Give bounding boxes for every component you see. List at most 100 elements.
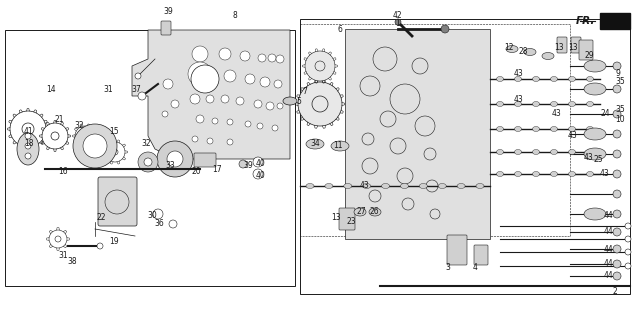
- Ellipse shape: [568, 171, 575, 176]
- Text: 35: 35: [615, 105, 625, 113]
- Ellipse shape: [306, 183, 314, 188]
- Text: 18: 18: [24, 139, 34, 149]
- Ellipse shape: [369, 208, 381, 216]
- Text: 1: 1: [396, 19, 401, 28]
- Circle shape: [190, 94, 200, 104]
- Text: 8: 8: [232, 12, 237, 20]
- Text: 44: 44: [603, 272, 613, 280]
- Ellipse shape: [497, 127, 504, 132]
- Circle shape: [49, 230, 67, 248]
- Circle shape: [138, 92, 146, 100]
- Text: 9: 9: [616, 69, 620, 78]
- Circle shape: [236, 97, 244, 105]
- Text: 44: 44: [603, 259, 613, 268]
- Circle shape: [258, 54, 266, 62]
- Circle shape: [25, 153, 31, 159]
- Text: 30: 30: [147, 210, 157, 219]
- Ellipse shape: [438, 183, 446, 188]
- Text: FR.: FR.: [575, 16, 595, 26]
- Circle shape: [253, 169, 263, 179]
- Circle shape: [163, 79, 173, 89]
- Polygon shape: [600, 13, 630, 29]
- Ellipse shape: [497, 77, 504, 82]
- Text: 20: 20: [191, 167, 201, 176]
- Circle shape: [245, 74, 255, 84]
- Circle shape: [625, 223, 631, 229]
- Circle shape: [277, 103, 283, 109]
- Ellipse shape: [584, 128, 606, 140]
- Circle shape: [212, 118, 218, 124]
- Ellipse shape: [344, 183, 352, 188]
- Text: 27: 27: [356, 208, 366, 216]
- Text: 13: 13: [331, 213, 341, 221]
- Text: 13: 13: [568, 42, 578, 51]
- Ellipse shape: [381, 183, 390, 188]
- Text: 10: 10: [615, 115, 625, 123]
- Circle shape: [276, 55, 284, 63]
- Text: 33: 33: [165, 161, 175, 171]
- Circle shape: [613, 260, 621, 268]
- Circle shape: [613, 210, 621, 218]
- Circle shape: [196, 115, 204, 123]
- Ellipse shape: [515, 171, 522, 176]
- Text: 3: 3: [445, 263, 451, 272]
- Ellipse shape: [515, 149, 522, 154]
- Ellipse shape: [550, 171, 557, 176]
- Circle shape: [272, 125, 278, 131]
- Circle shape: [162, 111, 168, 117]
- Ellipse shape: [532, 127, 540, 132]
- Text: 31: 31: [103, 84, 113, 94]
- Text: 43: 43: [360, 181, 370, 191]
- Circle shape: [239, 160, 247, 168]
- Ellipse shape: [586, 171, 593, 176]
- Circle shape: [613, 228, 621, 236]
- Text: 41: 41: [23, 127, 33, 137]
- Circle shape: [192, 136, 198, 142]
- Ellipse shape: [524, 48, 536, 56]
- Circle shape: [83, 134, 107, 158]
- Circle shape: [625, 249, 631, 255]
- Text: 44: 44: [603, 245, 613, 253]
- Ellipse shape: [354, 208, 366, 216]
- FancyBboxPatch shape: [194, 153, 216, 167]
- Ellipse shape: [586, 77, 593, 82]
- Text: 43: 43: [514, 69, 524, 78]
- Ellipse shape: [17, 133, 39, 165]
- Circle shape: [25, 143, 31, 149]
- Circle shape: [135, 73, 141, 79]
- Ellipse shape: [532, 101, 540, 106]
- Text: 28: 28: [518, 46, 528, 56]
- Ellipse shape: [331, 141, 349, 151]
- Circle shape: [254, 100, 262, 108]
- Circle shape: [105, 142, 125, 162]
- Circle shape: [298, 82, 342, 126]
- Text: 39: 39: [163, 8, 173, 17]
- Ellipse shape: [586, 149, 593, 154]
- Ellipse shape: [568, 101, 575, 106]
- Text: 32: 32: [141, 139, 151, 149]
- Circle shape: [625, 236, 631, 242]
- Ellipse shape: [550, 77, 557, 82]
- Circle shape: [613, 190, 621, 198]
- Circle shape: [219, 48, 231, 60]
- Circle shape: [221, 95, 229, 103]
- Ellipse shape: [584, 60, 606, 72]
- Text: 36: 36: [154, 219, 164, 229]
- FancyBboxPatch shape: [571, 37, 581, 53]
- Text: 24: 24: [600, 110, 610, 118]
- Ellipse shape: [568, 77, 575, 82]
- Circle shape: [188, 62, 212, 86]
- Circle shape: [206, 95, 214, 103]
- Circle shape: [260, 77, 270, 87]
- Circle shape: [224, 70, 236, 82]
- Text: 15: 15: [109, 127, 119, 136]
- FancyBboxPatch shape: [474, 245, 488, 265]
- Circle shape: [42, 123, 68, 149]
- Circle shape: [227, 119, 233, 125]
- Circle shape: [613, 110, 621, 118]
- Text: 40: 40: [255, 160, 265, 169]
- Ellipse shape: [586, 127, 593, 132]
- Circle shape: [207, 138, 213, 144]
- Text: 12: 12: [504, 42, 514, 51]
- Ellipse shape: [497, 171, 504, 176]
